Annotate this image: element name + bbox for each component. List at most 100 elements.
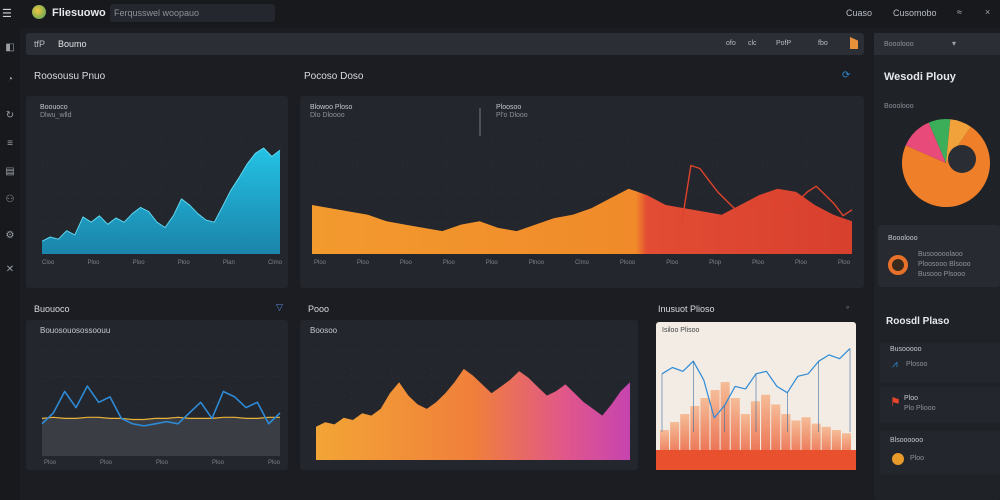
gauge-line-1: Busooooolaoo bbox=[918, 251, 963, 258]
sidebar-chart-icon[interactable]: ◔ bbox=[6, 74, 14, 85]
right-panel-header: Booolooo ▾ bbox=[874, 33, 1000, 55]
toolbar-control-3[interactable]: PofP bbox=[776, 40, 792, 47]
pie-chart-svg bbox=[902, 119, 991, 208]
top-link-1[interactable]: Cuaso bbox=[846, 8, 873, 18]
window-close-icon[interactable]: × bbox=[985, 7, 991, 17]
right-list-item[interactable]: ⚑ Ploo Plo Pliooo bbox=[880, 387, 1000, 423]
chart1-tick: Ploo bbox=[177, 260, 190, 266]
chart5-bar bbox=[690, 406, 700, 462]
chart-panel-1: Boouoco Dlwu_wlld Cloo Ploo Ploo Ploo Pl… bbox=[26, 96, 288, 288]
right-item-circle-icon bbox=[892, 453, 904, 465]
chart1-tick: Ploo bbox=[87, 260, 100, 266]
chart2-ticks: Ploo Ploo Ploo Ploo Ploo Plnoo Clmo Ploo… bbox=[314, 260, 850, 266]
chart1-line bbox=[41, 147, 281, 242]
chart5-bar bbox=[811, 423, 821, 462]
right-panel-title: Wesodi Plouy bbox=[884, 71, 956, 83]
toolbar-label: Boumo bbox=[58, 39, 87, 49]
menu-icon[interactable]: ☰ bbox=[2, 8, 12, 20]
chart5-bar bbox=[700, 398, 710, 462]
chart1-tick: Ploo bbox=[132, 260, 145, 266]
chart5-label: Isiloo Plisoo bbox=[662, 327, 700, 334]
chart4-label: Boosoo bbox=[310, 326, 338, 335]
chart2-tick: Clmo bbox=[574, 260, 589, 266]
toolbar-flag-icon[interactable] bbox=[850, 37, 858, 49]
chart3-area bbox=[42, 417, 280, 456]
chart5-bar bbox=[670, 422, 680, 462]
section-title-left-bottom: Buouoco bbox=[34, 304, 70, 314]
toolbar-control-1[interactable]: ofo bbox=[726, 40, 736, 47]
chart1-sublabel: Dlwu_wlld bbox=[40, 112, 72, 119]
right-item-chart-icon: ⩘ bbox=[892, 359, 898, 370]
right-list-item[interactable]: Blsoooooo Ploo bbox=[880, 431, 1000, 475]
sidebar-doc-icon[interactable]: ▤ bbox=[5, 166, 15, 177]
sidebar-refresh-icon[interactable]: ↻ bbox=[5, 110, 15, 121]
sidebar-tools-icon[interactable]: ✕ bbox=[5, 264, 15, 275]
chart2-tick: Ploo bbox=[485, 260, 498, 266]
chart2-tick: Ploo bbox=[442, 260, 455, 266]
right-item-flag-icon: ⚑ bbox=[890, 395, 901, 409]
chart4-area bbox=[316, 368, 630, 460]
toolbar-control-4[interactable]: fbo bbox=[818, 40, 828, 47]
chart2-label-a: Blowoo Ploso bbox=[310, 104, 353, 111]
right-panel-dropdown-icon[interactable]: ▾ bbox=[952, 39, 957, 48]
sidebar-home-icon[interactable]: ◧ bbox=[5, 42, 15, 53]
chart1-tick: Cloo bbox=[42, 260, 55, 266]
chart1-tick: Plan bbox=[222, 260, 235, 266]
refresh-icon[interactable]: ⟳ bbox=[842, 70, 851, 81]
pie-slice bbox=[928, 119, 951, 163]
chart3-ticks: Ploo Ploo Ploo Ploo Ploo bbox=[44, 460, 280, 466]
chart5-bar bbox=[771, 404, 781, 462]
chart2-tick: Ploo bbox=[795, 260, 808, 266]
chart2-area bbox=[312, 188, 852, 254]
chart5-bar bbox=[730, 398, 740, 462]
right-item-value: Plosoo bbox=[906, 361, 928, 368]
chart5-bar bbox=[660, 430, 670, 462]
chart5-bar bbox=[720, 382, 730, 462]
app-title: Fliesuowo bbox=[52, 7, 106, 19]
chart5-bar bbox=[801, 417, 811, 462]
gauge-icon bbox=[888, 255, 908, 275]
left-bottom-menu-icon[interactable]: ▽ bbox=[276, 302, 283, 312]
chart5-bar bbox=[750, 401, 760, 462]
top-settings-icon[interactable]: ≈ bbox=[957, 7, 962, 17]
chart2-tick: Ploo bbox=[837, 260, 850, 266]
section-title-mid-top: Pocoso Doso bbox=[304, 71, 364, 82]
right-item-label: Blsoooooo bbox=[890, 437, 924, 444]
chart2-tick: Ploo bbox=[399, 260, 412, 266]
pie-slice bbox=[905, 122, 946, 163]
chart1-ticks: Cloo Ploo Ploo Ploo Plan Clmo bbox=[42, 260, 282, 266]
gauge-label: Booolooo bbox=[888, 235, 918, 242]
search-bar[interactable]: Ferqusswel woopauo bbox=[110, 4, 275, 22]
chart3-tick: Ploo bbox=[211, 460, 224, 466]
sidebar-users-icon[interactable]: ⚇ bbox=[5, 194, 15, 205]
top-bar: ☰ Fliesuowo Ferqusswel woopauo Cuaso Cus… bbox=[0, 0, 1000, 28]
chart2-svg bbox=[311, 108, 853, 254]
search-text: Ferqusswel woopauo bbox=[114, 8, 200, 18]
right-panel: Booolooo ▾ Wesodi Plouy Booolooo Boooloo… bbox=[874, 33, 1000, 500]
chart1-svg bbox=[41, 135, 281, 254]
top-link-2[interactable]: Cusomobo bbox=[893, 8, 937, 18]
chart5-base-band bbox=[656, 450, 856, 470]
chart2-tick: Ploo bbox=[356, 260, 369, 266]
chart5-bar bbox=[841, 433, 851, 462]
sidebar: ◧ ◔ ↻ ≡ ▤ ⚇ ⚙ ✕ bbox=[0, 28, 20, 500]
toolbar: tfP Boumo ofo clc PofP fbo bbox=[26, 33, 864, 55]
chart5-bar bbox=[680, 414, 690, 462]
chart5-bar bbox=[761, 394, 771, 462]
chart2-line bbox=[681, 164, 853, 222]
chart3-label: Bouosouosossoouu bbox=[40, 326, 111, 335]
sidebar-list-icon[interactable]: ≡ bbox=[7, 138, 13, 149]
right-list-item[interactable]: Busooooo ⩘ Plosoo bbox=[880, 343, 1000, 383]
right-bottom-menu-icon[interactable]: ◦ bbox=[846, 302, 850, 312]
toolbar-control-2[interactable]: clc bbox=[748, 40, 757, 47]
section-title-mid-bottom: Pooo bbox=[308, 304, 330, 314]
chart2-label-b: Ploosoo bbox=[496, 104, 522, 111]
right-item-value: Ploo bbox=[910, 455, 925, 462]
chart-panel-4: Boosoo bbox=[300, 320, 638, 470]
chart3-tick: Ploo bbox=[44, 460, 57, 466]
right-item-label: Busooooo bbox=[890, 346, 922, 353]
app-logo-icon bbox=[32, 5, 46, 19]
chart-panel-5: Isiloo Plisoo bbox=[656, 322, 856, 470]
sidebar-gear-icon[interactable]: ⚙ bbox=[5, 230, 15, 241]
right-section-title: Roosdl Plaso bbox=[886, 316, 950, 327]
